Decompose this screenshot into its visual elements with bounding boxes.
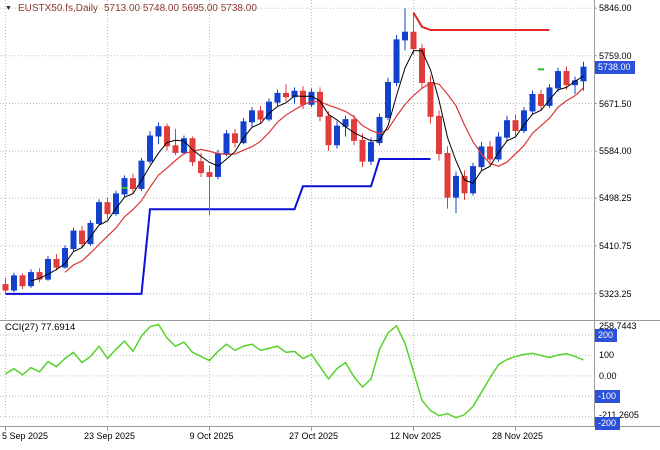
cci-level-tag: 200 xyxy=(595,328,618,342)
price-axis-label: 5498.25 xyxy=(599,193,632,204)
gridlines xyxy=(0,0,597,431)
time-axis-label: 23 Sep 2025 xyxy=(83,431,136,441)
support-step-line xyxy=(5,157,431,295)
indicator-label: CCI(27) 77.6914 xyxy=(5,322,75,333)
resistance-flat-line xyxy=(412,12,550,32)
cci-axis-label: 100 xyxy=(599,350,615,361)
price-axis-label: 5671.50 xyxy=(599,98,632,109)
trade-marker xyxy=(538,68,544,71)
price-axis-label: 5410.75 xyxy=(599,240,632,251)
price-axis-label: 5323.25 xyxy=(599,288,632,299)
cci-level-tag: -100 xyxy=(595,390,621,404)
cci-axis-label: -211.2605 xyxy=(599,410,639,420)
time-axis[interactable]: 5 Sep 2025 23 Sep 2025 9 Oct 2025 27 Oct 20… xyxy=(0,427,660,450)
price-axis-label: 5584.00 xyxy=(599,146,632,157)
time-axis-label: 5 Sep 2025 xyxy=(2,431,49,441)
cci-indicator-line xyxy=(5,323,584,419)
candlestick-series xyxy=(2,8,587,295)
price-axis[interactable]: 5846.00 5759.00 5671.50 5584.00 5498.25 5410.… xyxy=(594,0,660,320)
current-price-tag: 5738.00 xyxy=(595,61,635,75)
symbol-period-label: EUSTX50.fs,Daily xyxy=(17,3,98,14)
chart-title-bar: ▼ EUSTX50.fs,Daily 5713.00 5748.00 5695.… xyxy=(5,3,257,14)
ohlc-quote-label: 5713.00 5748.00 5695.00 5738.00 xyxy=(103,3,257,14)
cci-level-tag: -200 xyxy=(595,417,621,430)
price-axis-label: 5846.00 xyxy=(599,3,632,14)
indicator-axis[interactable]: 258.7443 200 100 0.00 -100 -211.2605 -200 xyxy=(594,321,660,430)
indicator-name-value: CCI(27) 77.6914 xyxy=(5,322,76,333)
ma-fast-line xyxy=(30,50,584,282)
cci-axis-label: 258.7443 xyxy=(599,321,637,331)
time-axis-label: 12 Nov 2025 xyxy=(389,431,442,441)
time-axis-label: 9 Oct 2025 xyxy=(189,431,234,441)
price-axis-label: 5759.00 xyxy=(599,50,632,61)
time-axis-label: 27 Oct 2025 xyxy=(288,431,339,441)
ma-slow-line xyxy=(64,82,584,273)
trade-marker xyxy=(121,186,128,189)
symbol-dropdown-icon[interactable]: ▼ xyxy=(5,4,12,12)
cci-axis-label: 0.00 xyxy=(599,370,617,381)
time-axis-label: 28 Nov 2025 xyxy=(491,431,544,441)
